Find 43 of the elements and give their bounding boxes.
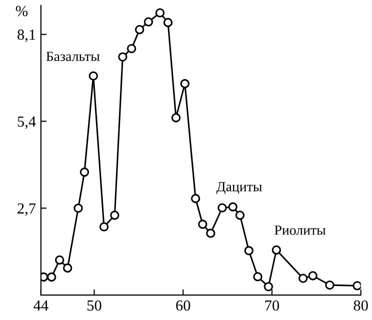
point: [47, 272, 56, 282]
point: [74, 204, 83, 213]
point: [272, 245, 281, 255]
point: [308, 271, 318, 280]
point: [218, 203, 227, 212]
y-axis-title: %: [16, 6, 28, 16]
point: [235, 210, 245, 220]
point: [99, 222, 109, 232]
x-tick-label: 80: [354, 300, 368, 311]
point: [118, 52, 128, 62]
point: [171, 113, 181, 122]
point: [190, 194, 200, 204]
point: [325, 280, 334, 290]
point: [163, 18, 173, 28]
x-tick-label: 44: [34, 300, 48, 310]
point: [264, 282, 274, 292]
point: [198, 220, 208, 229]
point: [88, 71, 98, 80]
y-tick-label: 5,4: [18, 116, 36, 129]
point: [253, 272, 262, 282]
point: [206, 228, 216, 238]
point: [62, 263, 72, 273]
x-tick-label: 50: [87, 300, 102, 311]
point: [126, 44, 136, 54]
point: [144, 17, 154, 26]
point: [110, 210, 120, 220]
x-tick-label: 60: [176, 300, 190, 311]
point: [180, 79, 190, 88]
point: [155, 8, 165, 18]
point: [134, 24, 144, 34]
x-tick-label: 70: [265, 300, 280, 311]
point: [40, 272, 48, 282]
point: [80, 168, 90, 177]
point: [352, 281, 361, 290]
point: [298, 274, 308, 283]
annotation: Риолиты: [274, 226, 326, 235]
point: [54, 255, 64, 265]
point: [244, 246, 254, 256]
point: [228, 202, 238, 212]
y-tick-label: 8,1: [18, 30, 36, 42]
y-tick-label: 2,7: [18, 203, 36, 216]
annotation: Базальты: [46, 52, 100, 62]
annotation: Дациты: [216, 182, 262, 194]
